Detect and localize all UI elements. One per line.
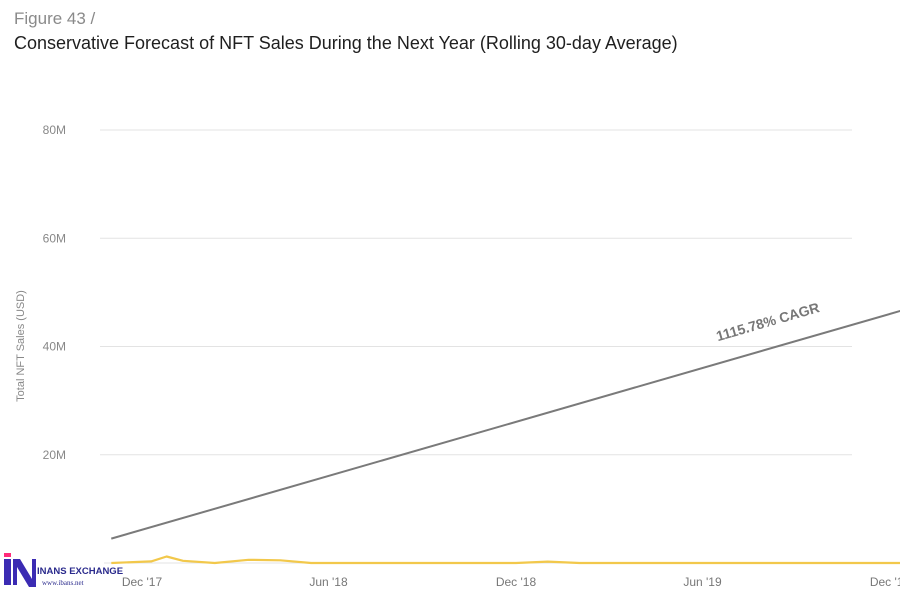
series-layer <box>111 555 900 565</box>
y-axis-label: Total NFT Sales (USD) <box>15 290 27 402</box>
cagr-arrow: 1115.78% CAGR <box>110 299 900 540</box>
grid-lines <box>100 129 852 564</box>
x-tick-label: Dec '17 <box>122 575 163 589</box>
logo-mark-icon <box>4 553 36 587</box>
brand-logo: INANS EXCHANGE www.ibans.net <box>0 545 123 600</box>
nft-sales-series-line <box>111 555 900 565</box>
chart-title: Conservative Forecast of NFT Sales Durin… <box>14 33 678 53</box>
logo-name: INANS EXCHANGE <box>37 566 124 577</box>
x-tick-label: Dec '18 <box>496 575 537 589</box>
y-tick-label: 40M <box>43 340 66 354</box>
cagr-arrow-shaft <box>110 309 900 540</box>
figure-label: Figure 43 / <box>14 9 96 28</box>
y-tick-labels: 20M 40M 60M 80M <box>43 123 66 462</box>
x-tick-label: Jun '18 <box>309 575 348 589</box>
x-tick-label: Dec '19 <box>870 575 900 589</box>
y-tick-label: 20M <box>43 448 66 462</box>
logo-url: www.ibans.net <box>42 579 84 587</box>
y-tick-label: 60M <box>43 231 66 245</box>
x-tick-label: Jun '19 <box>683 575 722 589</box>
y-tick-label: 80M <box>43 123 66 137</box>
